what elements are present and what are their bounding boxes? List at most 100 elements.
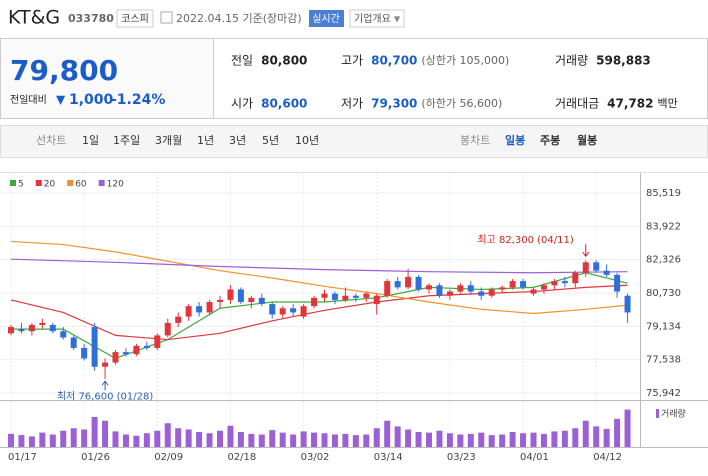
volume-bar (551, 431, 558, 447)
x-tick-label: 01/17 (8, 452, 37, 463)
stat-label: 전일 (231, 54, 253, 68)
volume-label: 거래량 (661, 408, 686, 420)
candle-body (352, 295, 359, 298)
candle-body (394, 281, 401, 288)
volume-bar (603, 428, 610, 447)
candle-body (133, 345, 140, 355)
x-tick-label: 03/23 (447, 452, 476, 463)
volume-bar (373, 428, 380, 447)
period[interactable]: 1일 (82, 133, 99, 147)
realtime-button[interactable] (309, 10, 344, 27)
legend-swatch (10, 180, 16, 186)
volume-bar (446, 433, 453, 447)
candle-body (331, 293, 338, 300)
volume-bar (624, 409, 631, 447)
legend-label: 5 (18, 180, 24, 190)
line-chart-label: 선차트 (36, 134, 66, 147)
candle-body (122, 352, 129, 355)
ma-line (10, 240, 628, 315)
down-icon: ▼ (56, 93, 66, 107)
candle-body (185, 306, 192, 317)
x-tick-label: 02/18 (227, 452, 256, 463)
volume-bar (614, 418, 621, 447)
volume-bar (582, 420, 589, 447)
candle-body (112, 352, 119, 363)
candle-body (60, 331, 67, 338)
y-tick-label: 82,326 (646, 255, 681, 266)
volume-bar (311, 432, 318, 447)
volume-bar (331, 434, 338, 447)
realtime[interactable]: 실시간 (312, 13, 340, 25)
candle-body (91, 327, 98, 367)
company-info[interactable]: 기업개요 (354, 12, 391, 25)
volume-bar (133, 435, 140, 447)
volume-bar (248, 433, 255, 447)
volume-bar (70, 428, 77, 447)
period[interactable]: 3년 (229, 134, 246, 147)
market: 코스피 (121, 13, 149, 25)
volume-bar (143, 433, 150, 447)
candle-body (530, 289, 537, 294)
candle-body (227, 289, 234, 300)
volume-bar (122, 434, 129, 447)
stat-value: 598,883 (596, 54, 651, 68)
period[interactable]: 주봉 (540, 134, 560, 147)
dropdown-icon: ▼ (394, 15, 401, 24)
y-tick-label: 85,519 (646, 188, 681, 199)
stat-value: 80,700 (371, 54, 417, 68)
period[interactable]: 1주일 (113, 133, 140, 147)
period[interactable]: 3개월 (155, 134, 182, 147)
candle-body (290, 308, 297, 313)
candle-body (217, 299, 223, 302)
volume-bar (352, 435, 359, 447)
price-box (0, 38, 214, 119)
candle-body (154, 335, 161, 348)
candle-body (143, 345, 150, 348)
candle-body (373, 295, 380, 305)
candle-body (436, 285, 443, 296)
candle-body (206, 301, 213, 313)
candle-body (363, 293, 370, 298)
candle-body (269, 304, 276, 315)
period[interactable]: 월봉 (577, 133, 597, 147)
ma-line (10, 258, 628, 274)
legend-swatch (98, 180, 105, 186)
candle-body (499, 287, 506, 290)
period[interactable]: 1년 (197, 134, 214, 147)
volume-bar (530, 432, 537, 447)
period[interactable]: 10년 (295, 134, 319, 147)
candle-body (18, 329, 25, 332)
toolbar (0, 125, 708, 158)
stat-label: 시가 (231, 97, 253, 111)
annotation-arrowhead (101, 380, 109, 386)
volume-bar (290, 434, 297, 447)
volume-bar (196, 432, 203, 447)
stat-label: 고가 (341, 54, 363, 68)
candle-body (311, 297, 318, 307)
stock-name: KT&G (8, 7, 60, 29)
stat-label: 저가 (341, 97, 363, 111)
company-info-button[interactable] (349, 9, 405, 28)
volume-bar (540, 433, 547, 447)
y-tick-label: 77,538 (646, 355, 681, 366)
candle-body (300, 306, 307, 317)
change-label: 전일대비 (10, 94, 47, 106)
legend-label: 120 (107, 180, 124, 190)
volume-bar (258, 434, 265, 447)
candle-body (572, 272, 579, 284)
legend-swatch (35, 180, 42, 186)
candle-chart-label: 봉차트 (460, 134, 490, 147)
calendar-icon (160, 11, 173, 24)
period[interactable]: 5년 (262, 134, 279, 147)
legend-swatch (67, 180, 74, 186)
x-tick-label: 04/01 (520, 452, 549, 463)
candle-body (81, 347, 88, 359)
candle-body (478, 291, 485, 296)
period[interactable]: 일봉 (505, 133, 525, 147)
candle-body (39, 322, 46, 325)
volume-bar (206, 433, 213, 447)
volume-bar (28, 436, 35, 447)
volume-bar (164, 423, 171, 447)
candle-body (593, 262, 600, 271)
